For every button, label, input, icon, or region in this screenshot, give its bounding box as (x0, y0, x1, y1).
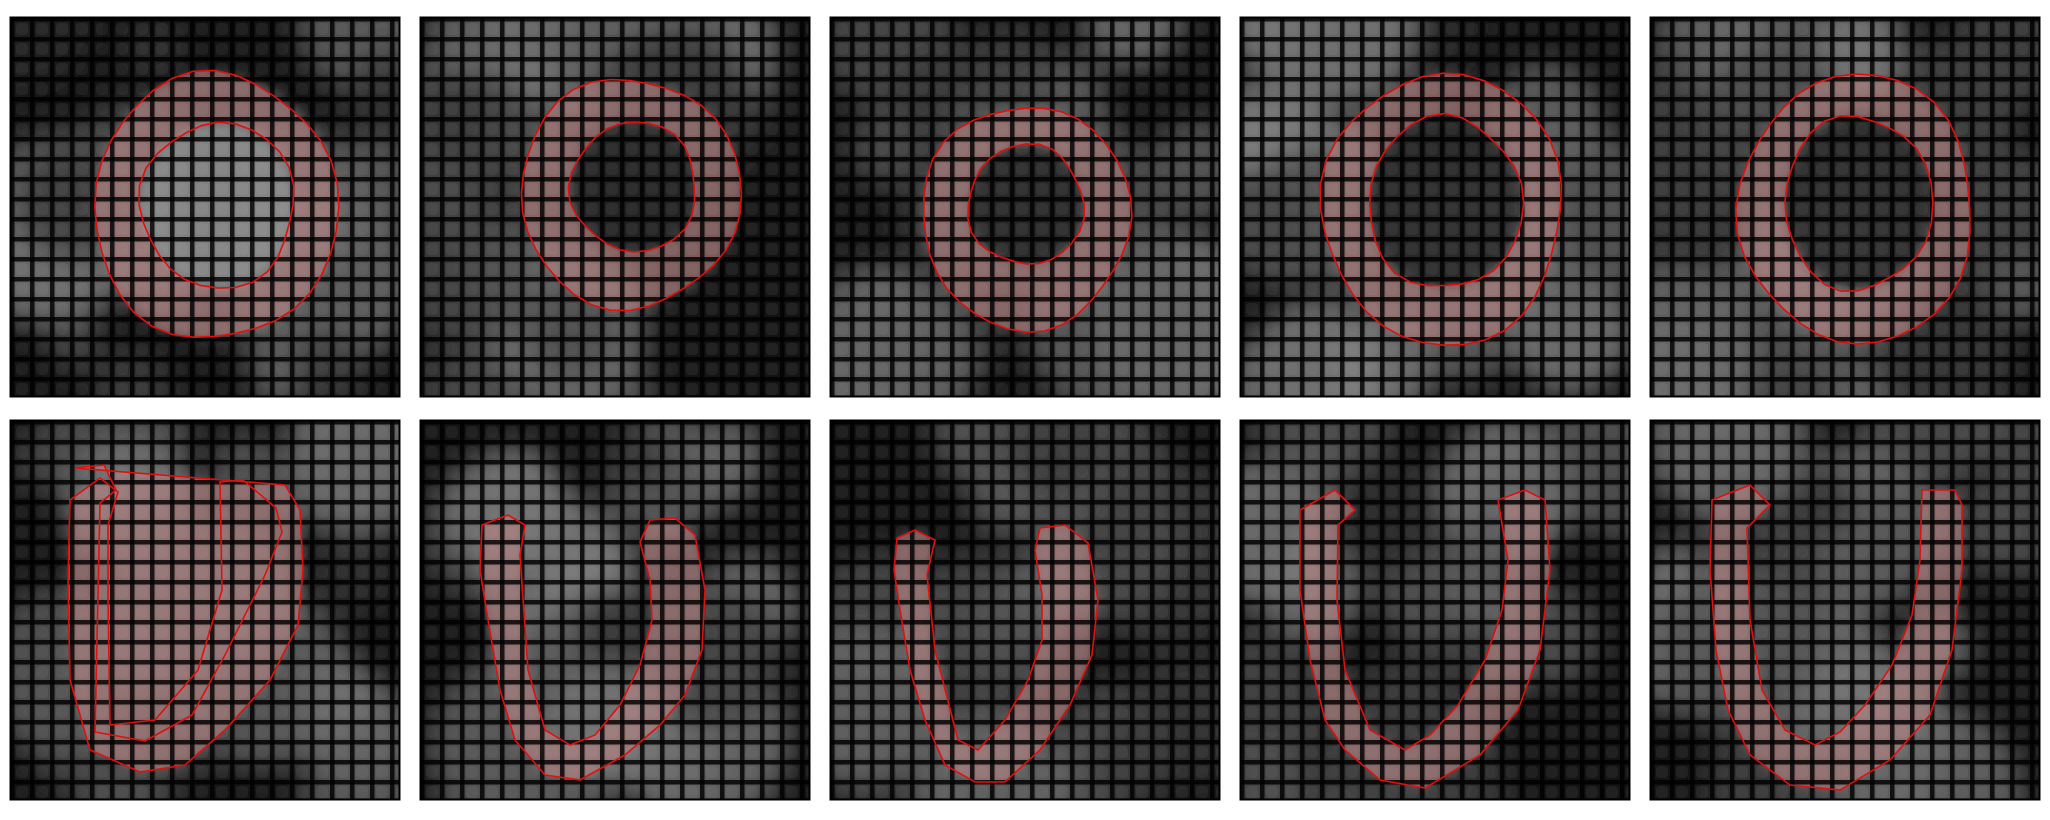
short-axis-panel-2 (419, 16, 811, 398)
myocardium-contour (479, 514, 706, 781)
myocardium-contour (67, 464, 304, 773)
short-axis-panel-4 (1239, 16, 1631, 398)
myocardium-contour (1709, 484, 1963, 791)
short-axis-panel-1 (9, 16, 401, 398)
myocardium-contour (893, 524, 1099, 783)
endocardial-contour (1368, 112, 1525, 287)
short-axis-panel-5 (1649, 16, 2041, 398)
long-axis-panel-3 (829, 419, 1221, 801)
long-axis-panel-4 (1239, 419, 1631, 801)
short-axis-panel-3 (829, 16, 1221, 398)
epicardial-contour (1734, 73, 1971, 345)
endocardial-contour (1784, 114, 1934, 293)
long-axis-panel-5 (1649, 419, 2041, 801)
long-axis-panel-2 (419, 419, 811, 801)
epicardial-contour (93, 69, 340, 339)
epicardial-contour (520, 78, 743, 312)
long-axis-panel-1 (9, 419, 401, 801)
endocardial-contour (138, 121, 295, 289)
endocardial-contour (567, 121, 696, 253)
epicardial-contour (1319, 72, 1563, 347)
epicardial-contour (923, 107, 1133, 334)
endocardial-contour (967, 143, 1086, 265)
myocardium-contour (1299, 489, 1551, 789)
